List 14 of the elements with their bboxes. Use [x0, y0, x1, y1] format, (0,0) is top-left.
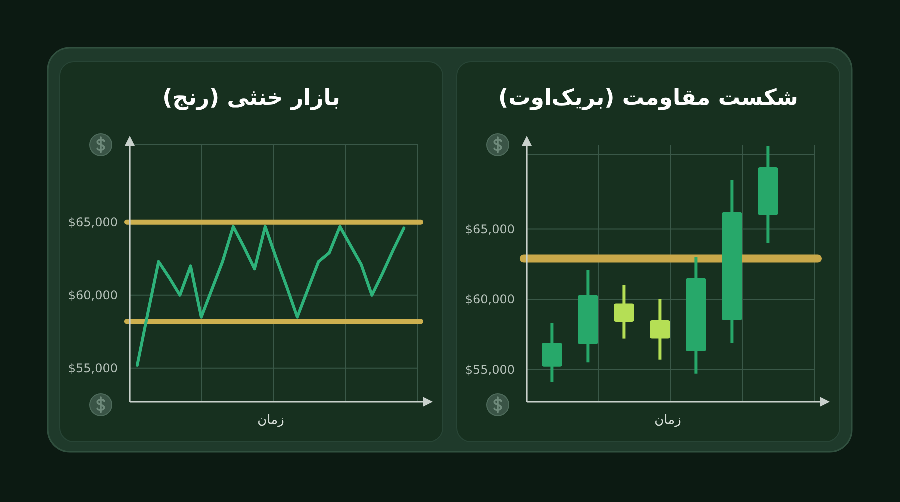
y-tick-label: $65,000: [68, 216, 118, 230]
y-tick-label: $65,000: [465, 222, 515, 236]
chart-title: شکست مقاومت (بریک‌اوت): [498, 86, 798, 111]
line-series: [136, 225, 406, 367]
candlestick: [542, 323, 562, 382]
y-tick-label: $60,000: [465, 292, 515, 307]
x-axis-title: زمان: [654, 413, 682, 428]
y-tick-label: $55,000: [68, 362, 118, 376]
y-tick-label: $60,000: [68, 288, 118, 303]
candlestick: [650, 299, 670, 360]
chart-title: بازار خنثی (رنج): [162, 86, 340, 111]
y-tick-label: $55,000: [465, 362, 515, 377]
x-axis-title: زمان: [258, 413, 284, 428]
candlestick: [614, 285, 634, 339]
